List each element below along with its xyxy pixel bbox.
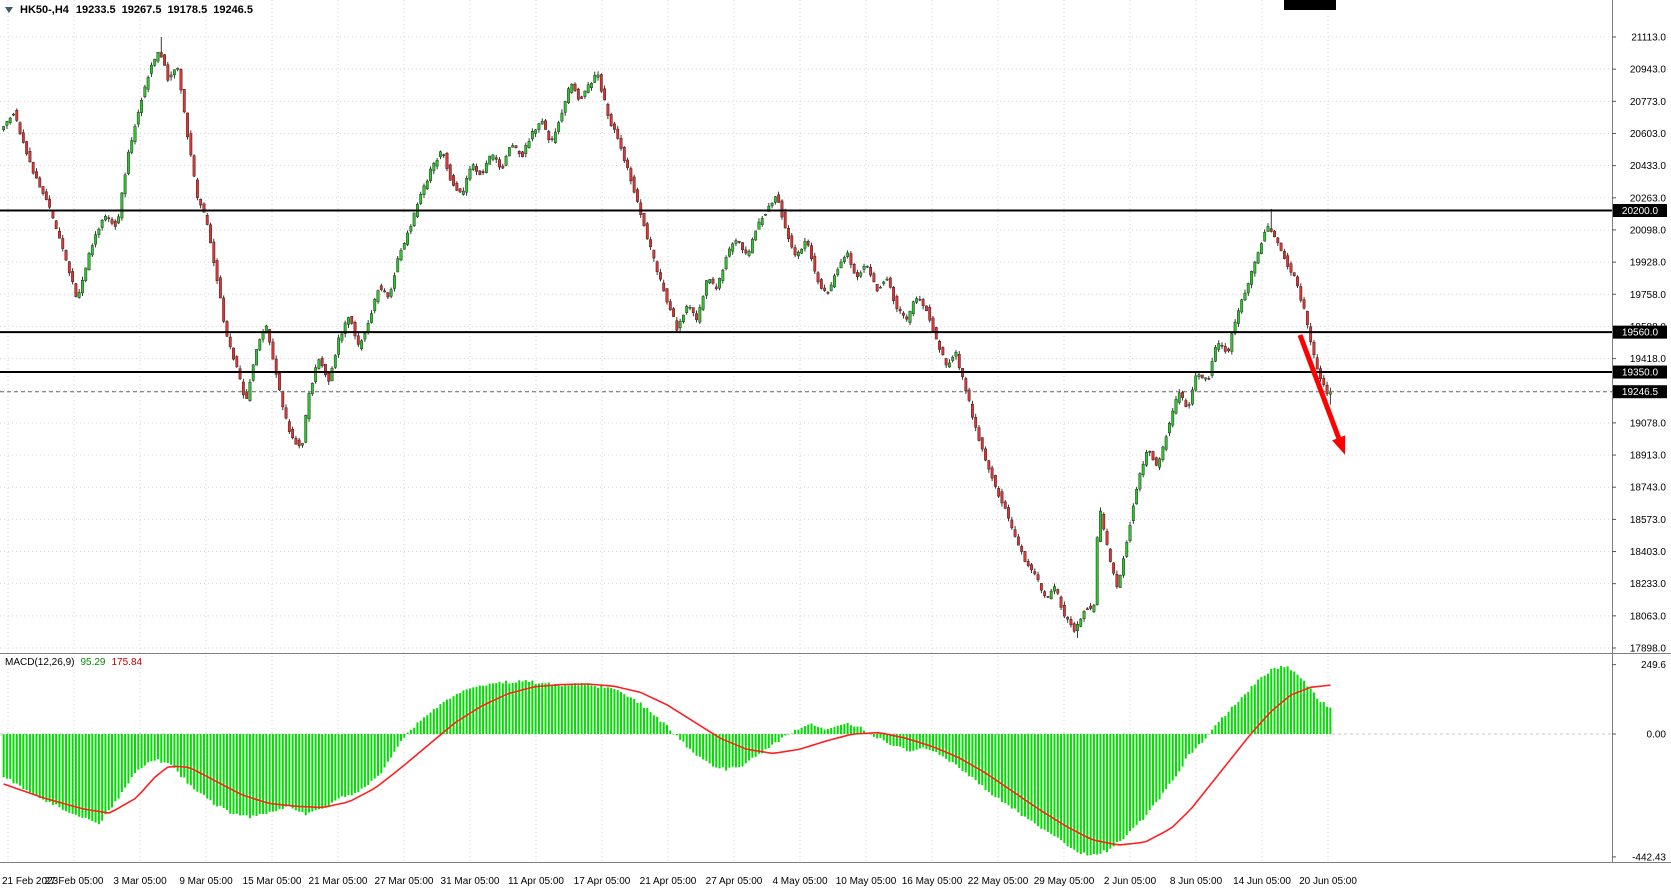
grid: [0, 0, 1612, 862]
svg-text:20773.0: 20773.0: [1630, 97, 1667, 108]
macd-indicator-label: MACD(12,26,9) 95.29 175.84: [5, 657, 142, 668]
horizontal-line-objects[interactable]: [0, 209, 1612, 393]
time-scale[interactable]: 21 Feb 202327 Feb 05:00 3 Mar 05:00 9 Mar …: [2, 876, 1357, 887]
ohlc-readout: 19233.5 19267.5 19178.5 19246.5: [76, 4, 253, 16]
svg-text:249.6: 249.6: [1641, 660, 1666, 671]
svg-text:20433.0: 20433.0: [1630, 161, 1667, 172]
svg-text:19246.5: 19246.5: [1622, 387, 1659, 398]
symbol-dropdown-icon: [5, 7, 13, 13]
chart-header: HK50-,H4 19233.5 19267.5 19178.5 19246.5: [5, 4, 253, 16]
ohlc-high: 19267.5: [121, 4, 162, 16]
svg-text:2 Jun 05:00: 2 Jun 05:00: [1104, 876, 1157, 887]
svg-text:20603.0: 20603.0: [1630, 129, 1667, 140]
price-scale-drag-area[interactable]: [1612, 0, 1671, 862]
svg-text:27 Feb 05:00: 27 Feb 05:00: [45, 876, 104, 887]
ohlc-open: 19233.5: [75, 4, 116, 16]
svg-text:4 May 05:00: 4 May 05:00: [772, 876, 827, 887]
svg-text:20098.0: 20098.0: [1630, 225, 1667, 236]
ohlc-low: 19178.5: [167, 4, 208, 16]
svg-text:9 Mar 05:00: 9 Mar 05:00: [179, 876, 233, 887]
trend-arrow-object[interactable]: [1297, 334, 1346, 455]
macd-plot-area[interactable]: [0, 653, 1612, 862]
macd-main-value: 95.29: [80, 657, 106, 668]
svg-text:18403.0: 18403.0: [1630, 547, 1667, 558]
svg-text:31 Mar 05:00: 31 Mar 05:00: [441, 876, 500, 887]
svg-text:20 Jun 05:00: 20 Jun 05:00: [1299, 876, 1357, 887]
macd-signal-value: 175.84: [111, 657, 143, 668]
svg-text:16 May 05:00: 16 May 05:00: [902, 876, 963, 887]
time-scale-drag-area[interactable]: [0, 862, 1671, 889]
svg-text:19758.0: 19758.0: [1630, 290, 1667, 301]
svg-text:29 May 05:00: 29 May 05:00: [1034, 876, 1095, 887]
macd-name: MACD(12,26,9): [5, 657, 75, 668]
svg-text:18063.0: 18063.0: [1630, 611, 1667, 622]
svg-text:15 Mar 05:00: 15 Mar 05:00: [243, 876, 302, 887]
svg-text:17 Apr 05:00: 17 Apr 05:00: [574, 876, 631, 887]
svg-text:22 May 05:00: 22 May 05:00: [968, 876, 1029, 887]
symbol-timeframe-label: HK50-,H4: [20, 4, 69, 16]
svg-text:18573.0: 18573.0: [1630, 515, 1667, 526]
candles: [2, 37, 1332, 638]
svg-text:21 Apr 05:00: 21 Apr 05:00: [640, 876, 697, 887]
svg-text:18743.0: 18743.0: [1630, 483, 1667, 494]
ohlc-close: 19246.5: [213, 4, 253, 16]
svg-text:27 Mar 05:00: 27 Mar 05:00: [375, 876, 434, 887]
svg-text:21 Feb 2023: 21 Feb 2023: [2, 876, 59, 887]
svg-text:21 Mar 05:00: 21 Mar 05:00: [309, 876, 368, 887]
svg-text:20200.0: 20200.0: [1622, 206, 1659, 217]
chart-plot-area[interactable]: [0, 0, 1612, 653]
macd-pane: [0, 665, 1612, 856]
svg-text:19418.0: 19418.0: [1630, 354, 1667, 365]
svg-text:19350.0: 19350.0: [1622, 368, 1659, 379]
svg-text:18233.0: 18233.0: [1630, 579, 1667, 590]
svg-text:11 Apr 05:00: 11 Apr 05:00: [508, 876, 564, 887]
svg-text:14 Jun 05:00: 14 Jun 05:00: [1233, 876, 1291, 887]
svg-text:19078.0: 19078.0: [1630, 418, 1667, 429]
svg-text:19560.0: 19560.0: [1622, 328, 1659, 339]
svg-text:19928.0: 19928.0: [1630, 258, 1667, 269]
svg-text:18913.0: 18913.0: [1630, 451, 1667, 462]
svg-text:20263.0: 20263.0: [1630, 193, 1667, 204]
svg-text:21113.0: 21113.0: [1631, 33, 1666, 44]
svg-text:3 Mar 05:00: 3 Mar 05:00: [113, 876, 167, 887]
svg-text:10 May 05:00: 10 May 05:00: [836, 876, 897, 887]
svg-text:17898.0: 17898.0: [1630, 644, 1667, 655]
chart-shift-marker[interactable]: [1284, 0, 1336, 10]
svg-text:0.00: 0.00: [1647, 730, 1667, 741]
pane-separators: [0, 0, 1671, 863]
svg-text:8 Jun 05:00: 8 Jun 05:00: [1170, 876, 1223, 887]
svg-text:-442.43: -442.43: [1632, 852, 1666, 863]
price-scale[interactable]: 21113.0 20943.0 20773.0 20603.0 20433.0 20263…: [1612, 33, 1667, 864]
svg-text:27 Apr 05:00: 27 Apr 05:00: [706, 876, 763, 887]
svg-text:20943.0: 20943.0: [1630, 65, 1667, 76]
